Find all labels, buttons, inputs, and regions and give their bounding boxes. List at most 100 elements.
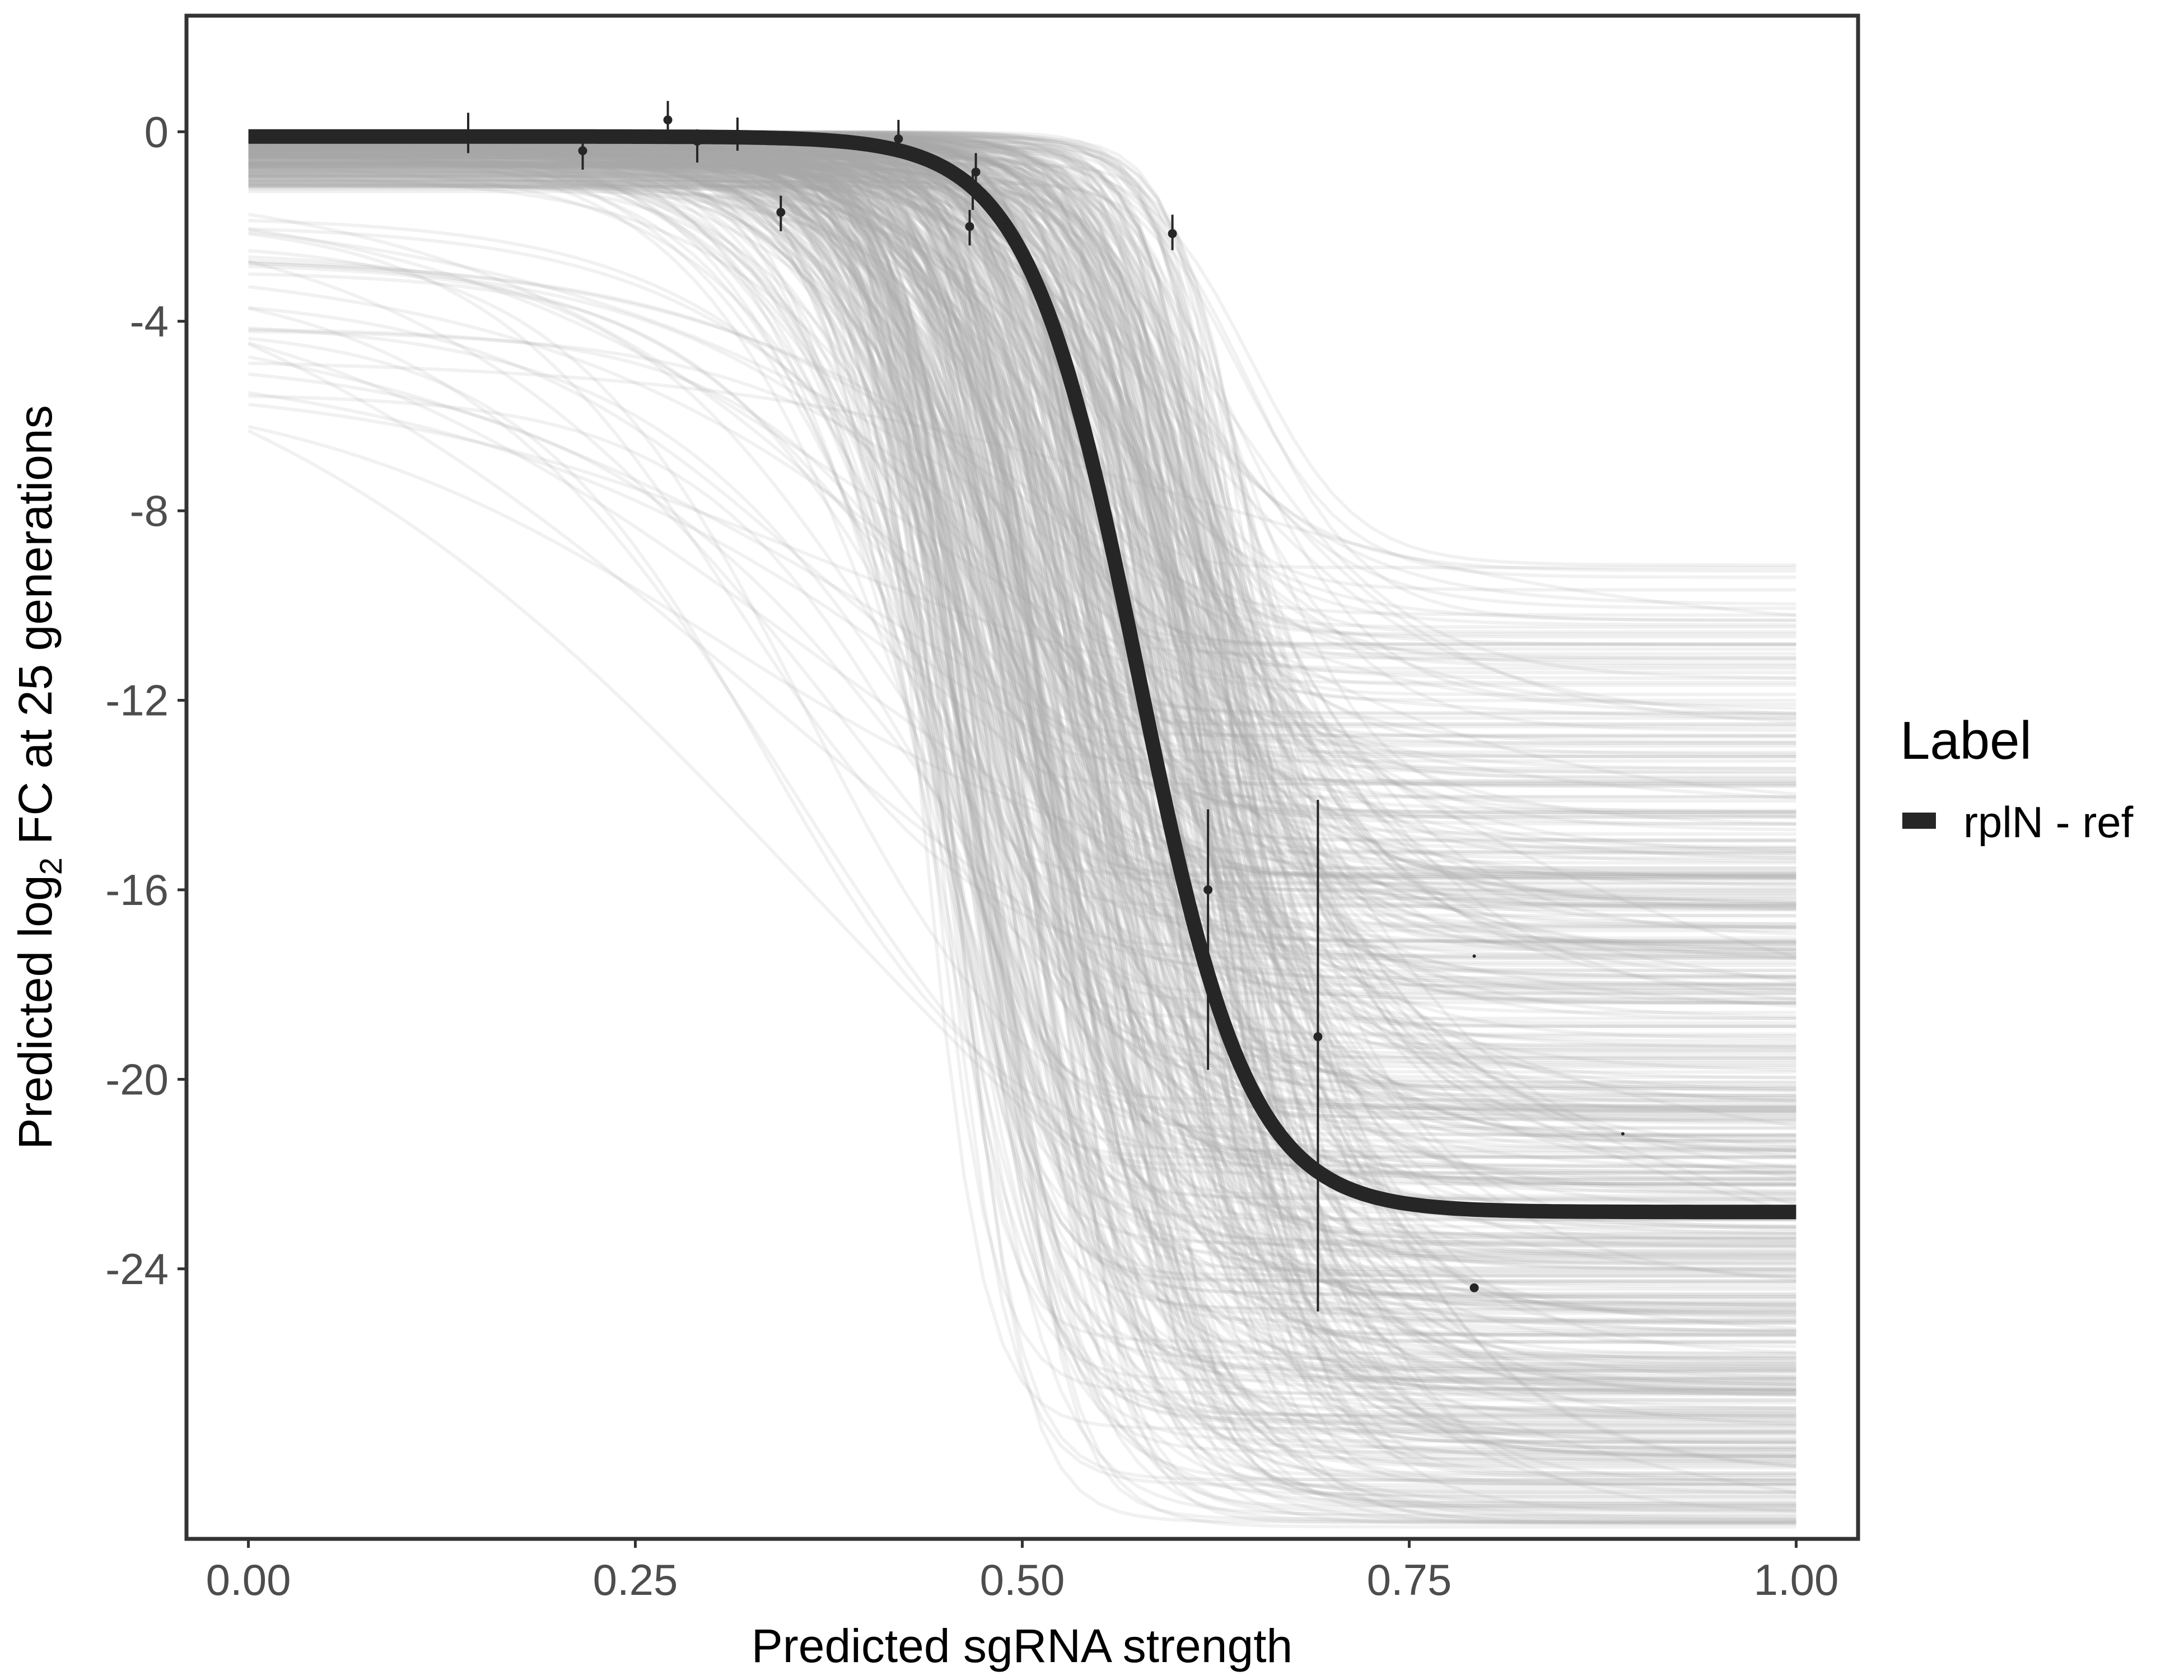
posterior-curve bbox=[248, 153, 1796, 1158]
posterior-curve bbox=[248, 151, 1796, 1522]
x-tick-label: 0.75 bbox=[1367, 1555, 1452, 1604]
posterior-curve bbox=[248, 145, 1796, 874]
posterior-curve bbox=[248, 178, 1796, 1416]
data-points bbox=[464, 101, 1625, 1312]
posterior-curve bbox=[248, 154, 1796, 988]
posterior-curve bbox=[248, 148, 1796, 715]
posterior-curve bbox=[248, 172, 1796, 1258]
posterior-curve bbox=[248, 259, 1796, 796]
posterior-curve bbox=[248, 159, 1796, 748]
posterior-curve bbox=[248, 153, 1796, 1509]
posterior-curve bbox=[248, 142, 1796, 1072]
posterior-curve bbox=[248, 141, 1796, 1379]
posterior-curve bbox=[248, 145, 1796, 1431]
posterior-curve bbox=[248, 165, 1796, 1402]
posterior-curve bbox=[248, 148, 1796, 881]
posterior-curve bbox=[248, 148, 1796, 1298]
posterior-curve bbox=[248, 185, 1796, 979]
posterior-curve bbox=[248, 150, 1796, 1291]
y-tick-label: -4 bbox=[130, 297, 169, 346]
x-tick-label: 0.50 bbox=[980, 1555, 1065, 1604]
posterior-curve bbox=[248, 171, 1796, 799]
posterior-curve bbox=[248, 150, 1796, 1202]
posterior-curve bbox=[248, 144, 1796, 1419]
posterior-curve bbox=[248, 144, 1796, 1256]
data-point bbox=[971, 167, 981, 177]
y-axis-title: Predicted log2 FC at 25 generations bbox=[9, 405, 68, 1149]
posterior-curve bbox=[248, 143, 1796, 1052]
posterior-curve bbox=[248, 272, 1796, 1228]
posterior-curve bbox=[248, 337, 1796, 1183]
posterior-curve bbox=[248, 147, 1796, 1196]
legend-title: Label bbox=[1900, 711, 2032, 771]
posterior-curve bbox=[248, 183, 1796, 1020]
posterior-curve bbox=[248, 178, 1796, 964]
posterior-curve bbox=[248, 141, 1796, 1242]
posterior-curve bbox=[248, 391, 1797, 1214]
data-point bbox=[968, 186, 978, 196]
posterior-curve bbox=[248, 186, 1796, 972]
posterior-curve bbox=[248, 170, 1796, 1444]
posterior-curve bbox=[248, 227, 1796, 904]
posterior-curve bbox=[248, 155, 1796, 1386]
posterior-curve bbox=[248, 170, 1796, 1480]
posterior-curve bbox=[248, 143, 1796, 758]
fit-curve-rpln-ref bbox=[248, 129, 1796, 1220]
posterior-curve bbox=[248, 150, 1796, 1130]
posterior-curve bbox=[248, 158, 1796, 1043]
posterior-curve bbox=[248, 162, 1796, 940]
posterior-curve bbox=[248, 151, 1796, 1130]
posterior-curve bbox=[248, 166, 1796, 1379]
posterior-curve bbox=[248, 148, 1796, 1121]
posterior-curve bbox=[248, 330, 1796, 860]
posterior-curve bbox=[248, 341, 1796, 1008]
posterior-curve bbox=[248, 138, 1796, 1397]
posterior-curve bbox=[248, 164, 1796, 1167]
posterior-curve bbox=[248, 157, 1796, 1311]
posterior-curve bbox=[248, 151, 1796, 1434]
y-tick-label: -8 bbox=[130, 486, 169, 535]
x-axis-title: Predicted sgRNA strength bbox=[752, 1620, 1293, 1672]
posterior-curve bbox=[248, 151, 1796, 1477]
posterior-curve bbox=[248, 164, 1796, 1203]
posterior-curve bbox=[248, 175, 1796, 1062]
posterior-curve bbox=[248, 183, 1796, 1468]
posterior-curve bbox=[248, 152, 1796, 1144]
posterior-curve bbox=[248, 143, 1796, 1137]
posterior-curve bbox=[248, 135, 1796, 1152]
posterior-curve bbox=[248, 154, 1796, 1457]
posterior-curve bbox=[248, 152, 1796, 1173]
posterior-curve bbox=[248, 227, 1796, 800]
posterior-curve bbox=[248, 150, 1796, 1308]
posterior-curve bbox=[248, 162, 1796, 1108]
posterior-curve bbox=[248, 146, 1796, 1413]
posterior-curve bbox=[248, 148, 1796, 1312]
posterior-curve bbox=[248, 143, 1796, 898]
posterior-curve bbox=[248, 184, 1796, 860]
posterior-curve bbox=[248, 141, 1796, 930]
posterior-curve bbox=[248, 147, 1796, 1417]
posterior-curve bbox=[248, 159, 1796, 954]
posterior-curve bbox=[248, 170, 1796, 1516]
data-point bbox=[776, 208, 786, 217]
posterior-curve bbox=[248, 156, 1796, 1099]
y-axis-title-prefix: Predicted log bbox=[9, 875, 62, 1149]
posterior-curve bbox=[248, 249, 1796, 1174]
posterior-curve bbox=[248, 156, 1796, 573]
posterior-curve bbox=[248, 144, 1796, 893]
posterior-curve bbox=[248, 155, 1796, 779]
posterior-curve bbox=[248, 152, 1796, 687]
posterior-curve bbox=[248, 142, 1796, 1149]
posterior-curve bbox=[248, 152, 1796, 1196]
posterior-curve bbox=[248, 218, 1796, 1005]
posterior-curve bbox=[248, 144, 1796, 1113]
posterior-curve bbox=[248, 151, 1796, 1461]
posterior-curve bbox=[248, 166, 1796, 674]
posterior-curve bbox=[248, 146, 1796, 710]
posterior-curve bbox=[248, 147, 1796, 706]
posterior-curve bbox=[248, 179, 1796, 932]
posterior-curve bbox=[248, 146, 1796, 1103]
posterior-curve bbox=[248, 166, 1796, 1282]
posterior-curve bbox=[248, 150, 1796, 1500]
